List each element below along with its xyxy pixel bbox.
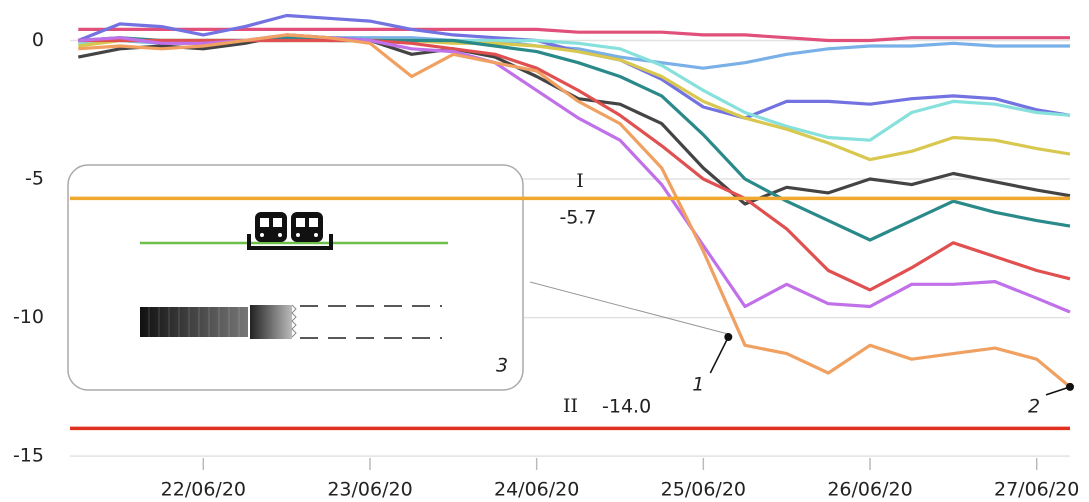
threshold-value: -14.0 — [602, 396, 651, 418]
x-tick-label: 24/06/20 — [494, 479, 579, 501]
marker-label: 2 — [1028, 395, 1040, 417]
x-tick-label: 26/06/20 — [827, 479, 912, 501]
callout-line — [709, 336, 730, 374]
tunnel-icon — [140, 304, 442, 339]
threshold-name: II — [563, 395, 578, 417]
series-line — [78, 27, 1070, 43]
x-tick-label: 27/06/20 — [994, 479, 1079, 501]
leader-line — [529, 281, 729, 335]
inset-diagram: 3 — [67, 164, 729, 391]
series-line — [78, 33, 1072, 389]
marker-dot — [1066, 382, 1074, 391]
y-tick-label: -15 — [13, 445, 44, 467]
x-tick-label: 23/06/20 — [327, 479, 412, 501]
train-icon — [247, 212, 333, 250]
plot-lines — [77, 13, 1072, 389]
y-tick-label: -10 — [13, 306, 44, 328]
series-line — [77, 33, 1071, 206]
annotations: I -5.7 II -14.0 1 2 — [70, 170, 1074, 431]
threshold-name: I — [576, 170, 584, 192]
y-tick-label: 0 — [32, 29, 44, 51]
x-tick-label: 25/06/20 — [661, 479, 746, 501]
inset-label: 3 — [496, 355, 508, 377]
callout-line — [1045, 386, 1071, 396]
marker-label: 1 — [692, 373, 704, 395]
marker-dot — [724, 332, 733, 341]
y-tick-label: -5 — [25, 168, 44, 190]
threshold-value: -5.7 — [559, 207, 596, 229]
x-tick-label: 22/06/20 — [161, 479, 246, 501]
